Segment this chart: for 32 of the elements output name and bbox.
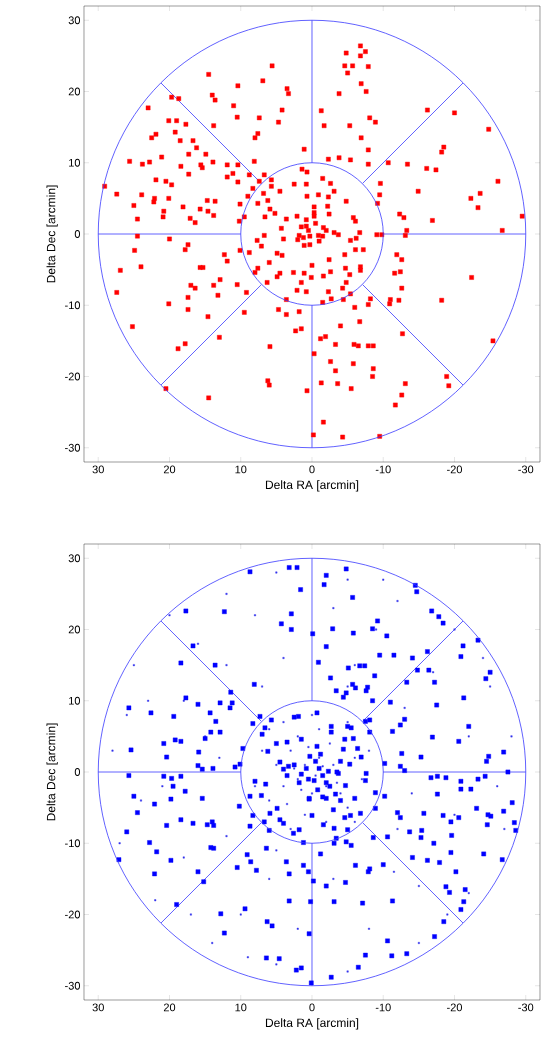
x-tick-label: -30 [518, 1003, 534, 1012]
y-tick-label: 30 [68, 16, 81, 25]
y-tick-label: 10 [69, 158, 81, 167]
y-tick-label: 30 [68, 554, 81, 563]
y-tick-label: 0 [74, 230, 81, 238]
y-tick-label: -30 [65, 981, 81, 990]
x-tick-label: -20 [447, 1003, 462, 1012]
x-tick-label: -10 [375, 465, 391, 474]
x-tick-label: 20 [163, 465, 176, 474]
x-tick-label: -30 [518, 465, 534, 474]
y-tick-label: 20 [68, 87, 81, 96]
y-tick-label: 0 [74, 768, 81, 776]
x-tick-label: 0 [309, 1003, 315, 1012]
y-axis-title: Delta Dec [arcmin] [46, 723, 58, 821]
x-axis-title: Delta RA [arcmin] [265, 480, 359, 492]
y-axis-title: Delta Dec [arcmin] [46, 185, 58, 283]
x-tick-label: 10 [235, 1003, 247, 1012]
y-tick-label: 20 [68, 625, 81, 634]
x-tick-label: 30 [92, 465, 104, 474]
x-tick-label: 20 [163, 1003, 176, 1012]
x-tick-label: 30 [92, 1003, 104, 1012]
x-tick-label: -20 [447, 465, 462, 474]
y-tick-label: -20 [65, 910, 81, 919]
y-tick-label: 10 [69, 696, 81, 705]
x-tick-label: -10 [375, 1003, 391, 1012]
y-tick-label: -10 [65, 839, 81, 848]
y-tick-label: -10 [65, 301, 81, 310]
y-tick-label: -20 [65, 372, 81, 381]
x-tick-label: 10 [235, 465, 247, 474]
x-axis-title: Delta RA [arcmin] [265, 1018, 359, 1030]
x-tick-label: 0 [309, 465, 315, 474]
y-tick-label: -30 [65, 443, 81, 452]
